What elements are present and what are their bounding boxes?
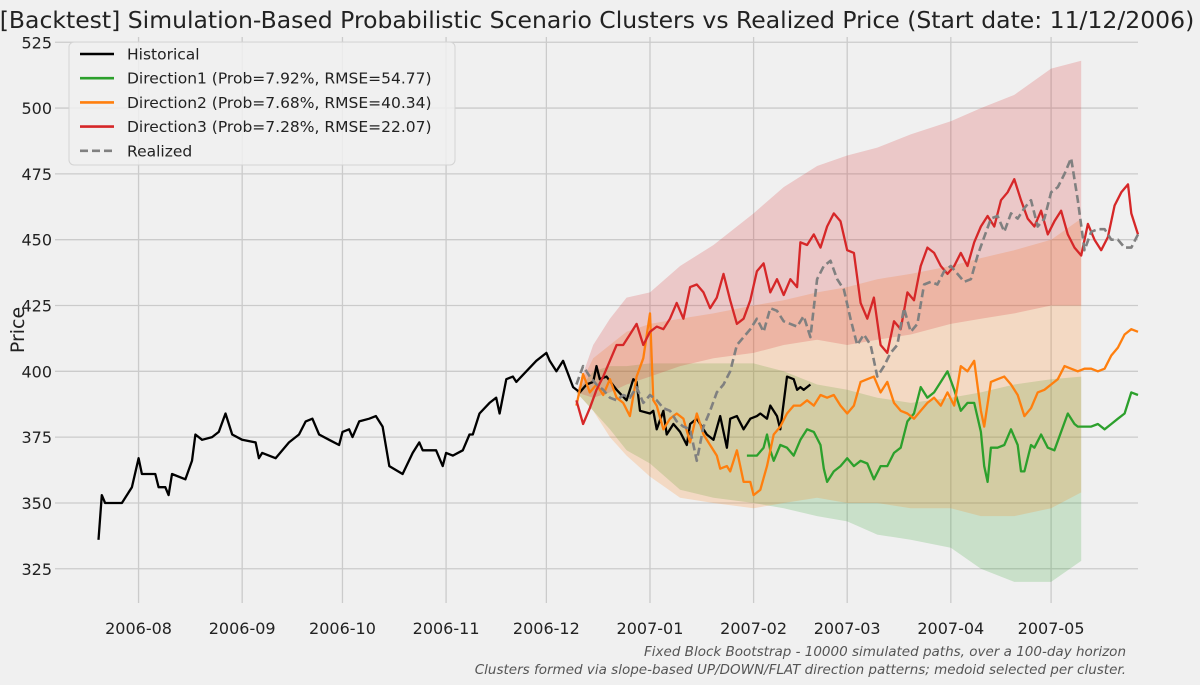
x-tick-label: 2006-11 bbox=[413, 619, 480, 638]
chart-title: [Backtest] Simulation-Based Probabilisti… bbox=[0, 6, 1194, 34]
series-line bbox=[575, 178, 1140, 426]
series-lines bbox=[97, 156, 1140, 540]
legend-label: Realized bbox=[127, 142, 192, 160]
confidence-bands bbox=[576, 60, 1082, 582]
y-tick-label: 475 bbox=[21, 165, 52, 184]
x-tick-label: 2007-02 bbox=[720, 619, 787, 638]
x-tick-label: 2007-05 bbox=[1018, 619, 1085, 638]
axis-ticks: 325 350 375 400 425 450 475 500 525 2006-08 2006-0… bbox=[21, 33, 1084, 638]
series-line bbox=[575, 312, 1139, 497]
y-tick-label: 400 bbox=[21, 362, 52, 381]
annotation-line-1: Fixed Block Bootstrap - 10000 simulated … bbox=[644, 644, 1126, 660]
x-tick-label: 2006-10 bbox=[309, 619, 376, 638]
legend-label: Direction2 (Prob=7.68%, RMSE=40.34) bbox=[127, 94, 432, 112]
scenario-band bbox=[576, 218, 1082, 517]
y-axis-label: Price bbox=[7, 307, 29, 353]
series-line bbox=[97, 351, 812, 540]
x-tick-label: 2006-12 bbox=[513, 619, 580, 638]
legend-label: Historical bbox=[127, 46, 200, 64]
legend-label: Direction1 (Prob=7.92%, RMSE=54.77) bbox=[127, 70, 432, 88]
annotation-line-2: Clusters formed via slope-based UP/DOWN/… bbox=[475, 662, 1126, 678]
y-tick-label: 425 bbox=[21, 297, 52, 316]
legend-label: Direction3 (Prob=7.28%, RMSE=22.07) bbox=[127, 118, 432, 136]
y-tick-label: 525 bbox=[21, 33, 52, 52]
series-line bbox=[575, 156, 1140, 463]
x-tick-label: 2006-09 bbox=[209, 619, 276, 638]
y-tick-label: 375 bbox=[21, 428, 52, 447]
legend: Historical Direction1 (Prob=7.92%, RMSE=5… bbox=[68, 41, 456, 166]
scenario-band bbox=[576, 60, 1082, 398]
scenario-band bbox=[576, 363, 1082, 582]
y-tick-label: 350 bbox=[21, 494, 52, 513]
x-tick-label: 2006-08 bbox=[105, 619, 172, 638]
series-line bbox=[746, 370, 1139, 484]
y-tick-label: 450 bbox=[21, 231, 52, 250]
y-tick-label: 500 bbox=[21, 99, 52, 118]
legend-box bbox=[68, 41, 456, 166]
x-tick-label: 2007-03 bbox=[814, 619, 881, 638]
y-tick-label: 325 bbox=[21, 560, 52, 579]
x-tick-label: 2007-01 bbox=[617, 619, 684, 638]
x-tick-label: 2007-04 bbox=[917, 619, 984, 638]
